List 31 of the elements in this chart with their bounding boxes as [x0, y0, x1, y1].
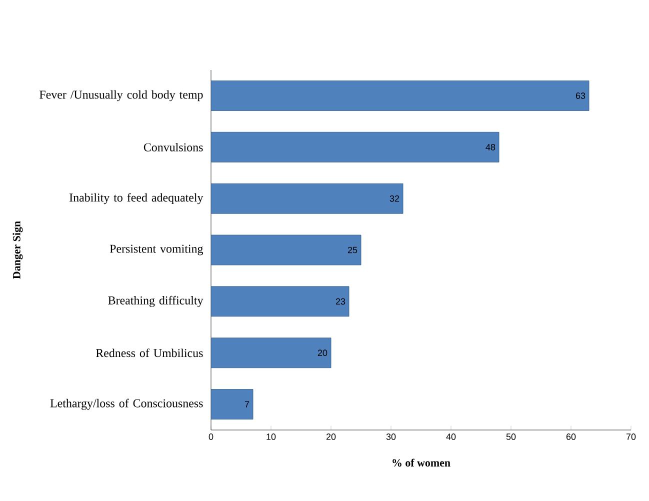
bar [211, 183, 404, 214]
data-label: 48 [486, 144, 496, 150]
data-label: 63 [576, 92, 586, 99]
x-tick-label: 0 [208, 434, 214, 440]
x-tick-label: 60 [566, 434, 576, 440]
x-tick-label: 40 [446, 434, 456, 440]
data-label: 20 [318, 350, 328, 356]
x-tick-label: 30 [386, 434, 396, 440]
data-label: 32 [390, 195, 400, 202]
bar [211, 80, 590, 111]
x-axis-title: % of women [392, 458, 450, 467]
bar [211, 234, 362, 266]
data-label: 23 [336, 298, 346, 305]
data-label: 7 [244, 401, 250, 408]
x-tick-label: 70 [626, 434, 636, 440]
x-tick-label: 20 [326, 434, 336, 440]
bar [211, 286, 350, 317]
y-tick-label: Inability to feed adequately [70, 193, 204, 204]
y-tick-label: Convulsions [144, 142, 203, 152]
x-tick-label: 50 [506, 434, 516, 440]
y-tick-label: Breathing difficulty [108, 296, 204, 307]
bar [211, 132, 500, 162]
y-axis-title: Danger Sign [12, 221, 23, 279]
y-tick-label: Lethargy/loss of Consciousness [50, 398, 203, 410]
y-tick-label: Persistent vomiting [110, 244, 204, 256]
data-label: 25 [348, 246, 358, 254]
x-tick-label: 10 [266, 434, 276, 440]
bar [211, 389, 254, 420]
y-tick-label: Redness of Umbilicus [96, 348, 203, 358]
bar [211, 338, 332, 368]
y-tick-label: Fever /Unusually cold body temp [40, 90, 203, 102]
